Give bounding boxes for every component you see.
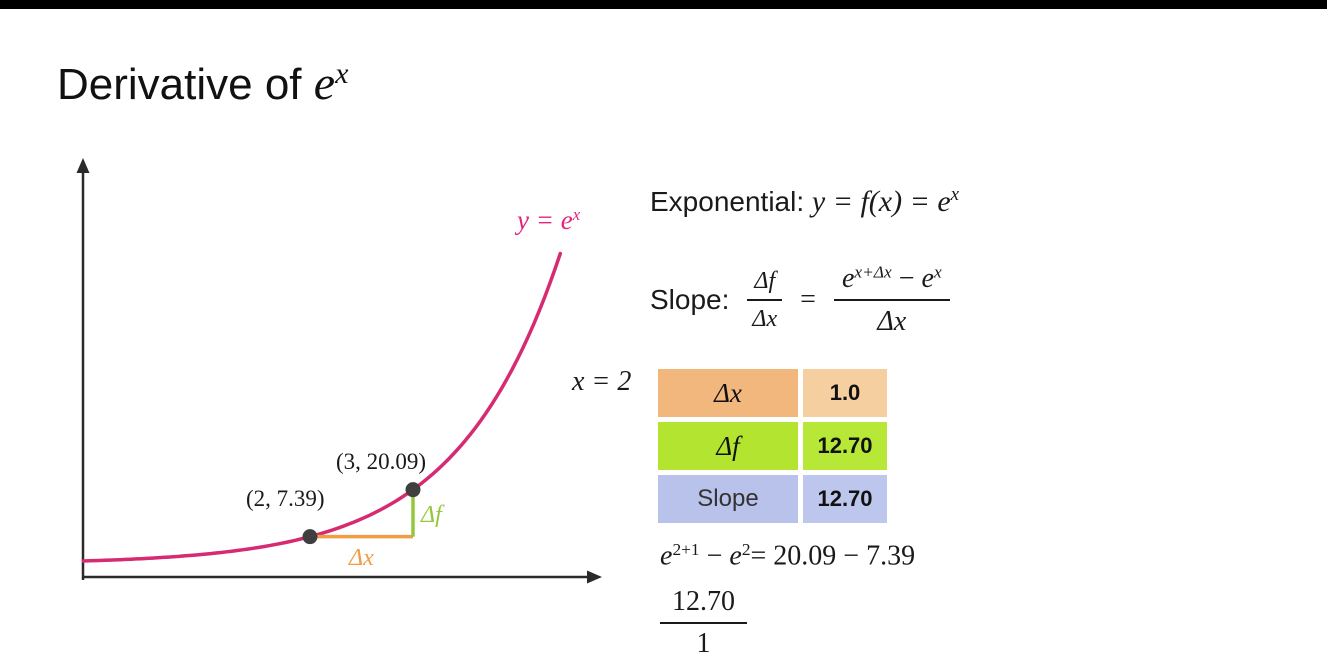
table-cell-df-label: Δf xyxy=(658,422,798,470)
table-cell-slope-label: Slope xyxy=(658,475,798,523)
equals-sign: = xyxy=(800,284,816,315)
x-axis-arrow-icon xyxy=(587,570,602,584)
math-e: e xyxy=(921,263,934,294)
exponential-math: y = f(x) = e xyxy=(811,185,951,218)
slope-equation: Slope: Δf Δx = ex+Δx − ex Δx xyxy=(650,252,950,348)
minus-sign: − xyxy=(699,540,730,572)
exp-graph xyxy=(76,158,602,584)
fraction-denominator: Δx xyxy=(752,306,778,332)
title-text: Derivative of xyxy=(57,60,314,109)
delta-x-label: Δx xyxy=(349,545,374,571)
y-axis-arrow-icon xyxy=(76,158,90,173)
table-cell-df-value: 12.70 xyxy=(803,422,887,470)
fraction-bar xyxy=(660,621,747,624)
fraction-denominator: Δx xyxy=(877,306,907,337)
table-cell-dx-label: Δx xyxy=(658,369,798,417)
exponential-equation: Exponential: y = f(x) = ex xyxy=(650,184,959,219)
table-cell-dx-value: 1.0 xyxy=(803,369,887,417)
superscript: 2+1 xyxy=(672,540,700,559)
data-point xyxy=(302,529,318,545)
table-cell-slope-value: 12.70 xyxy=(803,475,887,523)
curve-equation-base: y = e xyxy=(517,205,573,236)
superscript: 2 xyxy=(741,540,751,559)
slope-small-fraction: Δf Δx xyxy=(747,266,783,334)
fraction-bar xyxy=(833,299,950,301)
superscript: x+Δx xyxy=(854,262,892,282)
point-label-2: (3, 20.09) xyxy=(336,449,427,474)
superscript: x xyxy=(933,262,942,282)
fraction-numerator: Δf xyxy=(754,268,776,294)
math-e: e xyxy=(660,540,673,572)
minus-sign: − xyxy=(891,263,922,294)
page-title: Derivative of ex xyxy=(57,56,348,111)
data-point xyxy=(405,482,421,498)
math-e: e xyxy=(729,540,742,572)
curve-equation-superscript: x xyxy=(572,205,581,224)
slope-big-fraction: ex+Δx − ex Δx xyxy=(833,261,950,339)
fraction-bar xyxy=(747,299,783,301)
result-fraction: 12.70 1 xyxy=(660,585,747,660)
delta-f-label: Δf xyxy=(421,502,442,528)
fraction-numerator: 12.70 xyxy=(672,586,735,617)
x-equals-2-label: x = 2 xyxy=(572,366,632,397)
math-e: e xyxy=(841,263,855,294)
fraction-numerator: ex+Δx − ex xyxy=(834,261,950,296)
equation-rhs: = 20.09 − 7.39 xyxy=(750,540,916,572)
curve-equation-label: y = ex xyxy=(517,205,580,236)
title-math-e: e xyxy=(313,57,336,110)
exp-curve xyxy=(81,251,563,563)
video-letterbox-top xyxy=(0,0,1327,9)
delta-table: Δx 1.0 Δf 12.70 Slope 12.70 xyxy=(658,369,887,523)
title-math-sup: x xyxy=(335,57,349,90)
exponential-math-superscript: x xyxy=(950,184,960,205)
slope-label: Slope: xyxy=(650,284,730,315)
exponential-label: Exponential: xyxy=(650,186,812,217)
fraction-denominator: 1 xyxy=(696,627,711,659)
evaluation-equation: e2+1 − e2= 20.09 − 7.39 xyxy=(660,540,915,573)
point-label-1: (2, 7.39) xyxy=(246,486,325,511)
